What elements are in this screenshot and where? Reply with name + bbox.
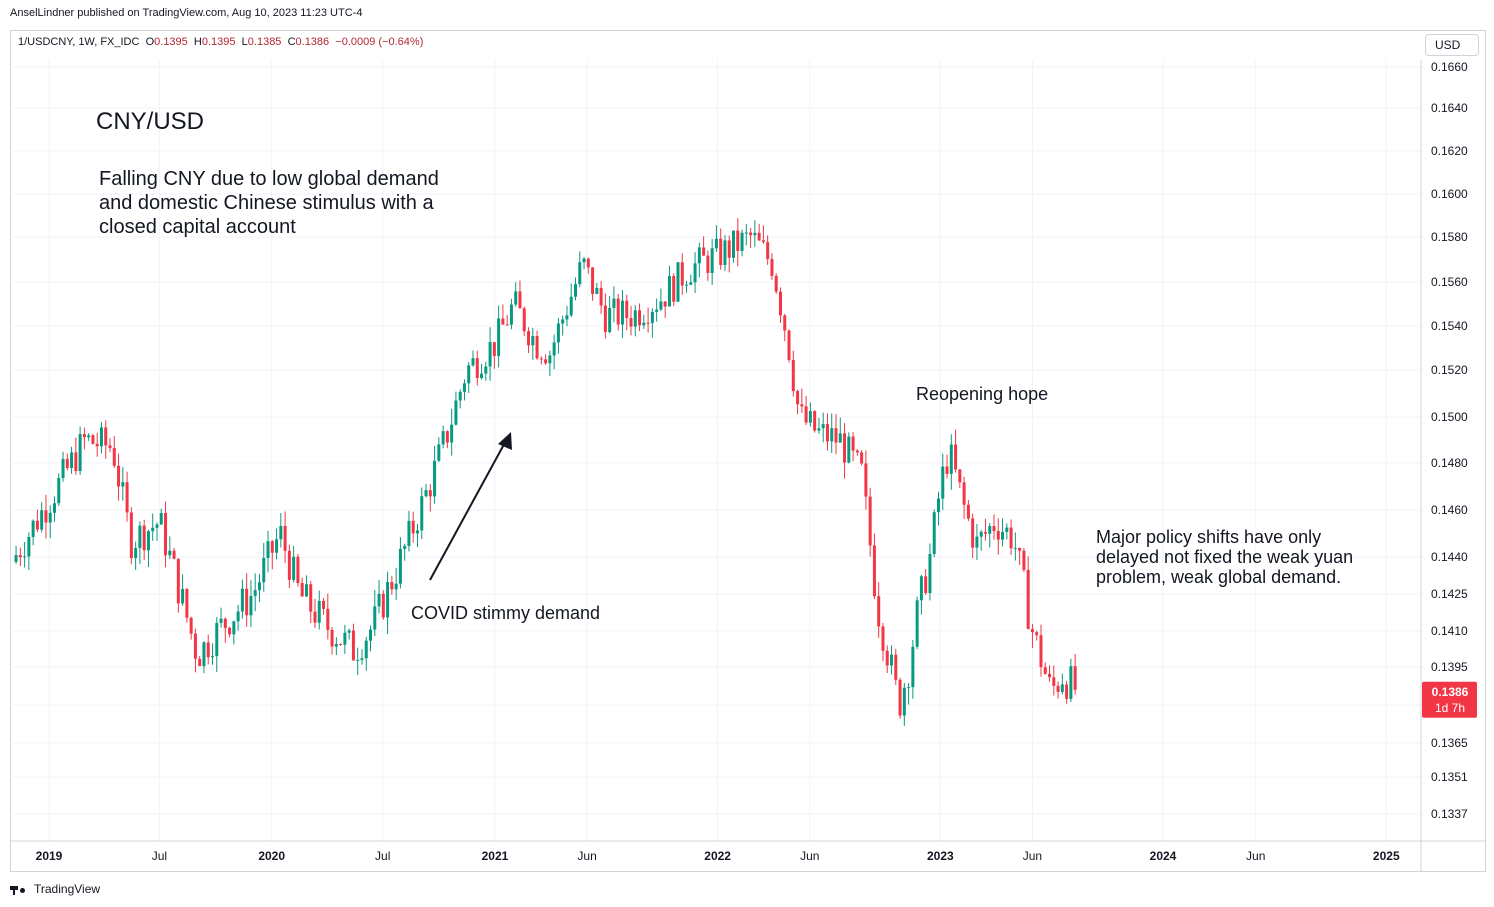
legend-open: O0.1395 xyxy=(145,36,188,48)
covid-annotation: COVID stimmy demand xyxy=(411,603,601,623)
legend-low: L0.1385 xyxy=(241,36,282,48)
footer-brand[interactable]: TradingView xyxy=(10,882,100,896)
reopening-annotation: Reopening hope xyxy=(916,384,1049,404)
legend-change: −0.0009 (−0.64%) xyxy=(335,36,424,48)
chart-frame xyxy=(10,30,1486,872)
legend-high: H0.1395 xyxy=(193,36,236,48)
falling-cny-annotation: Falling CNY due to low global demand and… xyxy=(99,168,439,238)
policy-annotation: Major policy shifts have only delayed no… xyxy=(1096,527,1354,587)
footer-brand-label: TradingView xyxy=(34,882,101,896)
currency-button[interactable]: USD xyxy=(1425,34,1479,56)
legend-close: C0.1386 xyxy=(287,36,330,48)
chart-title-annotation: CNY/USD xyxy=(96,108,205,135)
tradingview-logo-icon xyxy=(10,883,30,895)
publisher-line: AnselLindner published on TradingView.co… xyxy=(10,7,363,19)
ohlc-legend: 1/USDCNY, 1W, FX_IDC O0.1395 H0.1395 L0.… xyxy=(18,36,423,48)
legend-symbol: 1/USDCNY, 1W, FX_IDC xyxy=(18,36,140,48)
